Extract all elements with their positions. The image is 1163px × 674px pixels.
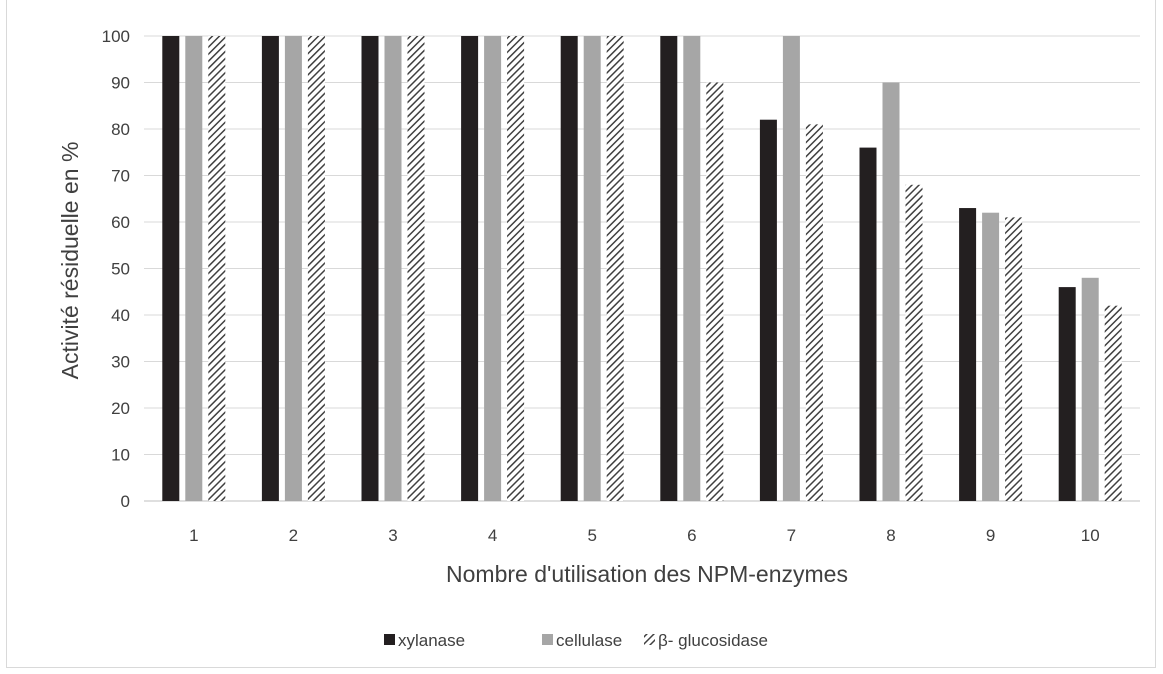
y-tick-label: 90 (111, 74, 130, 93)
bar-chart: 0 10 20 30 40 50 60 70 80 90 100 1 2 3 4 5 6 7 8 9 10 Activ… (57, 27, 1140, 650)
y-tick-label: 20 (111, 399, 130, 418)
bar-beta-glucosidase (507, 36, 525, 501)
bar-xylanase (759, 119, 777, 501)
chart-area: 0 10 20 30 40 50 60 70 80 90 100 1 2 3 4 5 6 7 8 9 10 Activ… (6, 0, 1156, 668)
y-tick-label: 70 (111, 167, 130, 186)
bar-cellulase (583, 36, 601, 501)
bar-beta-glucosidase (208, 36, 226, 501)
legend-label: β- glucosidase (658, 631, 768, 650)
bars (162, 36, 1122, 502)
bar-beta-glucosidase (1104, 305, 1122, 501)
y-tick-label: 0 (121, 492, 130, 511)
x-axis-title: Nombre d'utilisation des NPM-enzymes (446, 561, 848, 587)
y-tick-label: 80 (111, 120, 130, 139)
bar-xylanase (261, 36, 279, 501)
x-tick-label: 8 (886, 526, 895, 545)
x-tick-label: 1 (189, 526, 198, 545)
bar-cellulase (1081, 277, 1099, 501)
bar-beta-glucosidase (805, 124, 823, 501)
bar-xylanase (660, 36, 678, 501)
legend: xylanase cellulase β- glucosidase (384, 631, 768, 650)
bar-cellulase (384, 36, 402, 501)
bar-xylanase (361, 36, 379, 501)
x-axis-ticks: 1 2 3 4 5 6 7 8 9 10 (189, 526, 1100, 545)
y-axis-ticks: 0 10 20 30 40 50 60 70 80 90 100 (102, 27, 130, 511)
bar-beta-glucosidase (606, 36, 624, 501)
bar-xylanase (859, 147, 877, 501)
y-axis-title: Activité résiduelle en % (57, 142, 83, 380)
bar-cellulase (185, 36, 203, 501)
x-tick-label: 10 (1081, 526, 1100, 545)
x-tick-label: 9 (986, 526, 995, 545)
x-tick-label: 3 (388, 526, 397, 545)
legend-label: cellulase (556, 631, 622, 650)
y-tick-label: 40 (111, 306, 130, 325)
x-tick-label: 4 (488, 526, 497, 545)
bar-cellulase (683, 36, 701, 501)
bar-cellulase (982, 212, 1000, 501)
bar-cellulase (284, 36, 302, 501)
bar-xylanase (162, 36, 180, 501)
y-tick-label: 30 (111, 353, 130, 372)
bar-cellulase (782, 36, 800, 501)
bar-xylanase (560, 36, 578, 501)
legend-swatch (384, 634, 395, 645)
bar-beta-glucosidase (307, 36, 325, 501)
y-tick-label: 100 (102, 27, 130, 46)
x-tick-label: 6 (687, 526, 696, 545)
x-tick-label: 2 (289, 526, 298, 545)
legend-label: xylanase (398, 631, 465, 650)
bar-xylanase (1058, 287, 1076, 501)
bar-beta-glucosidase (1005, 217, 1023, 501)
bar-xylanase (461, 36, 479, 501)
x-tick-label: 5 (587, 526, 596, 545)
bar-cellulase (882, 82, 900, 501)
x-tick-label: 7 (787, 526, 796, 545)
bar-xylanase (959, 208, 977, 502)
y-tick-label: 50 (111, 260, 130, 279)
y-tick-label: 60 (111, 213, 130, 232)
bar-cellulase (484, 36, 502, 501)
y-tick-label: 10 (111, 446, 130, 465)
legend-swatch (644, 634, 655, 645)
bar-beta-glucosidase (407, 36, 425, 501)
legend-swatch (542, 634, 553, 645)
bar-beta-glucosidase (905, 184, 923, 502)
bar-beta-glucosidase (706, 82, 724, 501)
